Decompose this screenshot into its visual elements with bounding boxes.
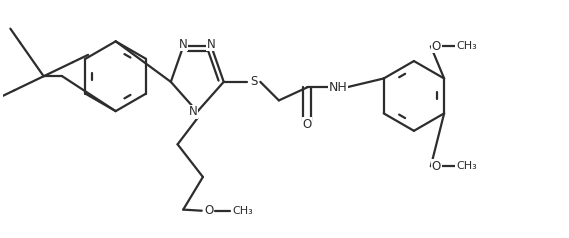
Text: O: O	[432, 160, 441, 173]
Text: N: N	[179, 38, 188, 51]
Text: S: S	[250, 75, 257, 88]
Text: CH₃: CH₃	[456, 161, 477, 171]
Text: N: N	[188, 105, 197, 118]
Text: O: O	[432, 40, 441, 53]
Text: O: O	[204, 204, 213, 217]
Text: O: O	[302, 118, 312, 131]
Text: N: N	[207, 38, 216, 51]
Text: CH₃: CH₃	[232, 206, 253, 216]
Text: NH: NH	[328, 81, 347, 94]
Text: CH₃: CH₃	[456, 41, 477, 51]
